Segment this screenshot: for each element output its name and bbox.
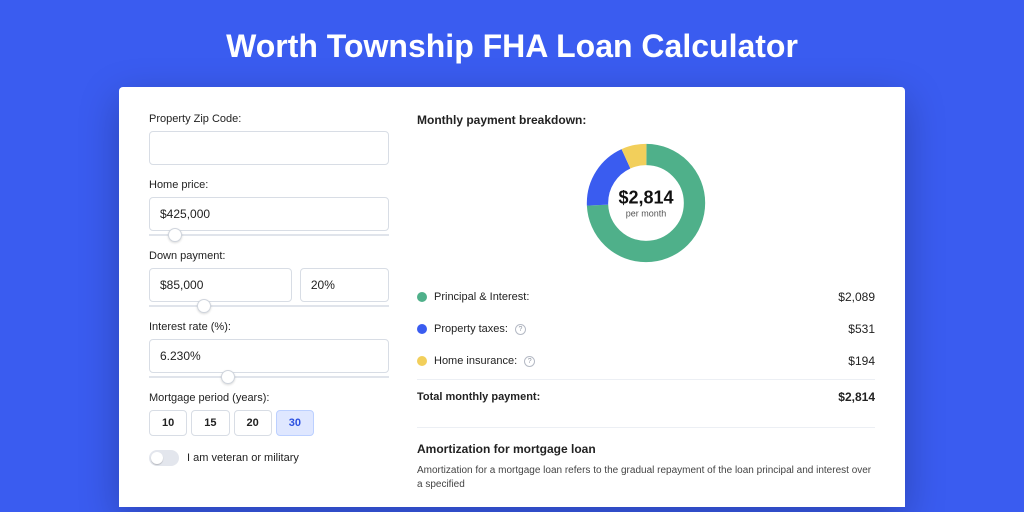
breakdown-heading: Monthly payment breakdown: — [417, 113, 875, 127]
down-payment-slider-thumb[interactable] — [197, 299, 211, 313]
donut-chart: $2,814 per month — [417, 135, 875, 281]
down-payment-label: Down payment: — [149, 250, 389, 262]
veteran-field: I am veteran or military — [149, 450, 389, 466]
interest-slider[interactable] — [149, 376, 389, 378]
legend-dot-principal — [417, 292, 427, 302]
legend-principal: Principal & Interest: $2,089 — [417, 281, 875, 313]
interest-slider-thumb[interactable] — [221, 370, 235, 384]
zip-field: Property Zip Code: — [149, 113, 389, 165]
info-icon[interactable]: ? — [524, 356, 535, 367]
home-price-label: Home price: — [149, 179, 389, 191]
zip-label: Property Zip Code: — [149, 113, 389, 125]
legend-total: Total monthly payment: $2,814 — [417, 379, 875, 413]
home-price-input[interactable] — [149, 197, 389, 231]
legend-insurance: Home insurance: ? $194 — [417, 345, 875, 377]
legend-value-total: $2,814 — [838, 390, 875, 404]
amortization-heading: Amortization for mortgage loan — [417, 442, 875, 456]
donut-sublabel: per month — [618, 209, 673, 219]
amortization-section: Amortization for mortgage loan Amortizat… — [417, 427, 875, 492]
legend-label-insurance: Home insurance: — [434, 355, 517, 367]
veteran-toggle[interactable] — [149, 450, 179, 466]
legend-value-insurance: $194 — [848, 354, 875, 368]
breakdown-column: Monthly payment breakdown: $2,814 per mo… — [417, 113, 875, 507]
period-10-button[interactable]: 10 — [149, 410, 187, 436]
down-payment-slider[interactable] — [149, 305, 389, 307]
legend-value-taxes: $531 — [848, 322, 875, 336]
page-title: Worth Township FHA Loan Calculator — [0, 0, 1024, 87]
legend-value-principal: $2,089 — [838, 290, 875, 304]
period-30-button[interactable]: 30 — [276, 410, 314, 436]
period-label: Mortgage period (years): — [149, 392, 389, 404]
period-20-button[interactable]: 20 — [234, 410, 272, 436]
amortization-text: Amortization for a mortgage loan refers … — [417, 464, 875, 492]
legend-taxes: Property taxes: ? $531 — [417, 313, 875, 345]
interest-field: Interest rate (%): — [149, 321, 389, 378]
donut-value: $2,814 — [618, 188, 673, 209]
legend-dot-taxes — [417, 324, 427, 334]
legend-label-principal: Principal & Interest: — [434, 291, 529, 303]
legend-label-total: Total monthly payment: — [417, 391, 540, 403]
legend-dot-insurance — [417, 356, 427, 366]
period-15-button[interactable]: 15 — [191, 410, 229, 436]
period-group: 10 15 20 30 — [149, 410, 389, 436]
info-icon[interactable]: ? — [515, 324, 526, 335]
interest-label: Interest rate (%): — [149, 321, 389, 333]
zip-input[interactable] — [149, 131, 389, 165]
down-payment-field: Down payment: — [149, 250, 389, 307]
calculator-card: Property Zip Code: Home price: Down paym… — [119, 87, 905, 507]
interest-input[interactable] — [149, 339, 389, 373]
down-payment-pct-input[interactable] — [300, 268, 389, 302]
home-price-field: Home price: — [149, 179, 389, 236]
down-payment-input[interactable] — [149, 268, 292, 302]
inputs-column: Property Zip Code: Home price: Down paym… — [149, 113, 389, 507]
period-field: Mortgage period (years): 10 15 20 30 — [149, 392, 389, 436]
veteran-label: I am veteran or military — [187, 452, 299, 464]
home-price-slider[interactable] — [149, 234, 389, 236]
home-price-slider-thumb[interactable] — [168, 228, 182, 242]
legend-label-taxes: Property taxes: — [434, 323, 508, 335]
